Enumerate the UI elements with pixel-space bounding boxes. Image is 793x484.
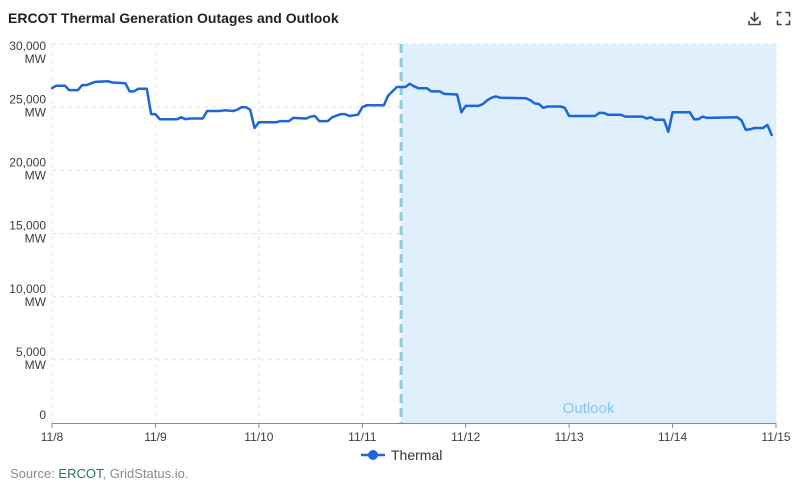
source-suffix: , GridStatus.io. [102, 466, 189, 481]
x-tick-label: 11/11 [348, 430, 377, 444]
y-tick-unit: MW [25, 169, 47, 183]
x-tick-label: 11/13 [555, 430, 584, 444]
chart-title: ERCOT Thermal Generation Outages and Out… [8, 10, 339, 26]
x-tick-label: 11/12 [451, 430, 480, 444]
y-tick-unit: MW [25, 358, 47, 372]
chart-plot: 11/8 11/9 11/10 11/11 11/12 11/13 11/14 11/15 0 5… [9, 39, 791, 444]
source-note: Source: ERCOT, GridStatus.io. [10, 466, 188, 482]
series-line-thermal [50, 80, 773, 137]
legend-dot [368, 450, 378, 460]
download-button[interactable] [747, 11, 762, 26]
source-link-ercot[interactable]: ERCOT [58, 466, 103, 481]
y-tick-label: 10,000 [9, 282, 46, 296]
y-tick-label: 20,000 [9, 156, 46, 170]
y-tick-label: 30,000 [9, 39, 46, 53]
x-tick-label: 11/10 [244, 430, 273, 444]
download-icon [748, 11, 761, 26]
y-tick-unit: MW [25, 295, 47, 309]
y-tick-unit: MW [25, 52, 47, 66]
legend-item-thermal[interactable]: Thermal [360, 446, 442, 464]
y-tick-label: 15,000 [9, 219, 46, 233]
outlook-area [401, 44, 776, 423]
y-tick-unit: MW [25, 232, 47, 246]
fullscreen-icon [776, 11, 791, 26]
x-tick-label: 11/8 [41, 430, 64, 444]
outlook-label: Outlook [563, 400, 615, 417]
legend-marker [361, 450, 385, 460]
y-tick-label: 0 [39, 408, 46, 422]
fullscreen-button[interactable] [776, 11, 791, 26]
source-prefix: Source: [10, 466, 59, 481]
x-tick-label: 11/15 [761, 430, 790, 444]
x-tick-label: 11/9 [144, 430, 167, 444]
y-tick-unit: MW [25, 105, 47, 119]
y-tick-label: 5,000 [16, 345, 46, 359]
legend-label: Thermal [391, 447, 443, 463]
x-tick-label: 11/14 [658, 430, 687, 444]
y-tick-label: 25,000 [9, 92, 46, 106]
